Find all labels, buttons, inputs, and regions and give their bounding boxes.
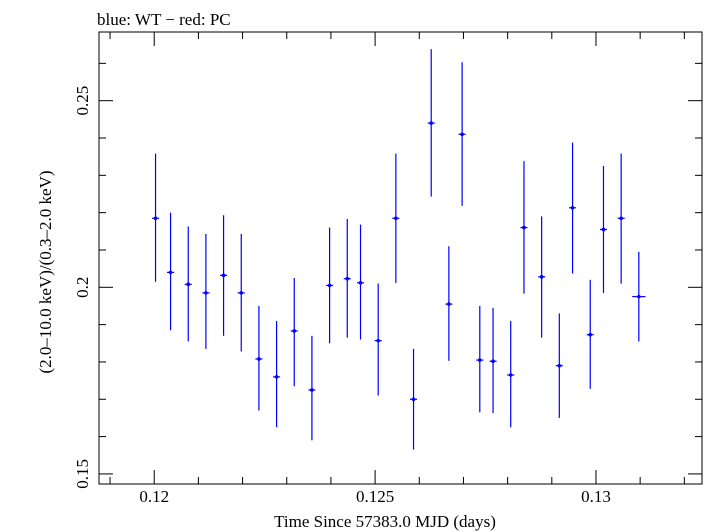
data-point [186, 282, 191, 287]
data-point [477, 358, 482, 362]
y-tick-label: 0.25 [73, 86, 92, 116]
data-point [522, 225, 526, 230]
data-point [460, 132, 464, 137]
data-point [327, 283, 332, 288]
data-point [570, 205, 575, 210]
x-tick-label: 0.13 [581, 487, 611, 506]
data-point [508, 373, 513, 377]
data-point [491, 359, 495, 364]
data-point [153, 216, 158, 221]
data-point [539, 275, 544, 279]
x-axis-label: Time Since 57383.0 MJD (days) [274, 512, 496, 531]
data-point [274, 375, 279, 379]
data-point [429, 121, 434, 125]
data-point [358, 281, 363, 285]
data-point [637, 294, 641, 299]
data-point [310, 388, 314, 392]
data-point [601, 227, 606, 232]
plot-frame [98, 31, 703, 485]
x-tick-label: 0.125 [356, 487, 394, 506]
data-point [394, 216, 398, 221]
data-point [257, 357, 261, 361]
data-series [152, 49, 646, 450]
data-point [411, 397, 416, 402]
data-point [345, 276, 350, 281]
y-tick-label: 0.2 [73, 277, 92, 298]
data-point [619, 216, 623, 221]
data-point [447, 302, 451, 306]
y-axis-label: (2.0–10.0 keV)/(0.3–2.0 keV) [36, 170, 55, 373]
data-point [239, 291, 244, 295]
data-point [204, 291, 208, 295]
data-point [557, 363, 562, 368]
data-point [376, 338, 380, 343]
chart-title: blue: WT − red: PC [97, 10, 231, 29]
y-axis: 0.15 0.2 0.25 [73, 62, 702, 489]
x-tick-label: 0.12 [139, 487, 169, 506]
data-point [168, 270, 173, 275]
y-tick-label: 0.15 [73, 459, 92, 489]
data-point [588, 332, 593, 337]
x-axis: 0.12 0.125 0.13 [109, 32, 685, 506]
data-point [292, 329, 297, 333]
data-point [221, 273, 226, 278]
